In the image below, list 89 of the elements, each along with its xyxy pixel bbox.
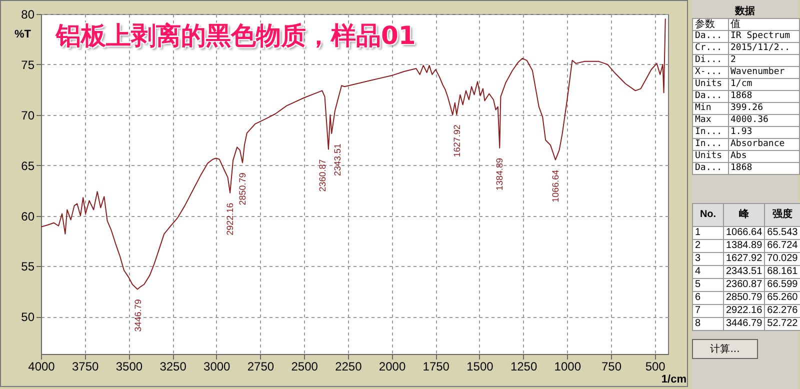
text: 1868 (728, 162, 800, 174)
x-tick-label: 1750 (422, 360, 450, 374)
y-tick-label: 60 (21, 209, 35, 224)
x-tick-label: 500 (645, 360, 666, 374)
text: 1.93 (728, 126, 800, 138)
annotation: 2360.87 (317, 159, 328, 192)
x-tick-label: 2000 (378, 360, 406, 374)
text: 1066.64 (724, 226, 765, 240)
y-tick-label: 50 (21, 310, 35, 324)
text: 1868 (728, 90, 800, 102)
text: In... (692, 138, 728, 150)
x-tick-label: 3250 (160, 360, 187, 374)
text: 4000.36 (728, 114, 800, 126)
text: Cr... (692, 42, 728, 54)
x-tick-label: 1000 (554, 360, 582, 374)
x-tick-label: 1250 (510, 360, 538, 374)
text: 8 (692, 318, 724, 330)
text: 3446.79 (724, 318, 765, 330)
annotation: 2343.51 (332, 143, 343, 176)
text: 参数 (692, 18, 728, 30)
text: Da... (692, 30, 728, 42)
chart-title: 铝板上剥离的黑色物质，样品01 (56, 20, 416, 52)
annotation: 1384.89 (494, 158, 505, 190)
text: 4 (692, 266, 724, 278)
text: Min (692, 102, 728, 114)
y-tick-label: 80 (21, 8, 35, 22)
text: 2 (728, 54, 800, 66)
text: Da... (692, 90, 728, 102)
text: 1 (692, 226, 724, 240)
annotation: 2850.79 (238, 172, 248, 206)
x-tick-label: 3000 (204, 360, 231, 374)
x-tick-label: 2750 (247, 360, 274, 374)
text: 1/cm (728, 78, 800, 90)
text: 计算... (692, 339, 758, 359)
x-tick-label: 750 (601, 360, 622, 374)
annotation: 3446.79 (133, 299, 144, 332)
annotation: 1627.92 (452, 124, 462, 158)
text: 2 (692, 240, 724, 252)
x-tick-label: 4000 (28, 360, 56, 374)
x-tick-label: 2250 (335, 360, 362, 374)
text: 52.722 (764, 318, 800, 330)
text: Abs (728, 150, 800, 162)
text: 6 (692, 292, 724, 304)
text: No. (692, 204, 724, 226)
text: 68.161 (764, 266, 800, 278)
text: Max (692, 114, 728, 126)
x-tick-label: 2500 (291, 360, 318, 374)
text: 2360.87 (724, 278, 765, 292)
y-tick-label: 70 (21, 108, 35, 122)
text: 62.276 (764, 304, 800, 318)
annotation: 1066.64 (550, 170, 560, 202)
y-axis-title: %T (14, 28, 32, 40)
text: Di... (692, 54, 728, 66)
text: 66.599 (764, 278, 800, 292)
text: Wavenumber (728, 66, 800, 78)
text: 2343.51 (724, 266, 765, 278)
text: 1627.92 (724, 252, 765, 266)
text: 70.029 (764, 252, 800, 266)
text: 65.260 (764, 292, 800, 304)
line-series (41, 18, 666, 290)
text: 399.26 (728, 102, 800, 114)
text: 峰 (724, 204, 765, 226)
text: 65.543 (764, 226, 800, 240)
text: 5 (692, 278, 724, 292)
text: 值 (728, 18, 800, 30)
text: Units (692, 150, 728, 162)
text: Absorbance (728, 138, 800, 150)
text: 7 (692, 304, 724, 318)
x-axis-title: 1/cm (661, 374, 687, 386)
x-tick-label: 1500 (466, 360, 494, 374)
text: 3 (692, 252, 724, 266)
text: 数据 (734, 4, 756, 18)
x-tick-label: 3750 (72, 360, 100, 374)
text: IR Spectrum (728, 30, 800, 42)
text: Units (692, 78, 728, 90)
text: 2922.16 (724, 304, 765, 318)
text: Da... (692, 162, 728, 174)
text: 1384.89 (724, 240, 765, 252)
y-tick-label: 75 (21, 58, 35, 72)
x-tick-label: 3500 (116, 360, 143, 374)
text: X-... (692, 66, 728, 78)
y-tick-label: 65 (21, 158, 35, 173)
text: 强度 (764, 204, 800, 226)
annotation: 2922.16 (225, 202, 236, 236)
text: 66.724 (764, 240, 800, 252)
text: 2015/11/2.. (728, 42, 800, 54)
y-tick-label: 55 (21, 260, 35, 274)
text: In... (692, 126, 728, 138)
text: 2850.79 (724, 292, 765, 304)
